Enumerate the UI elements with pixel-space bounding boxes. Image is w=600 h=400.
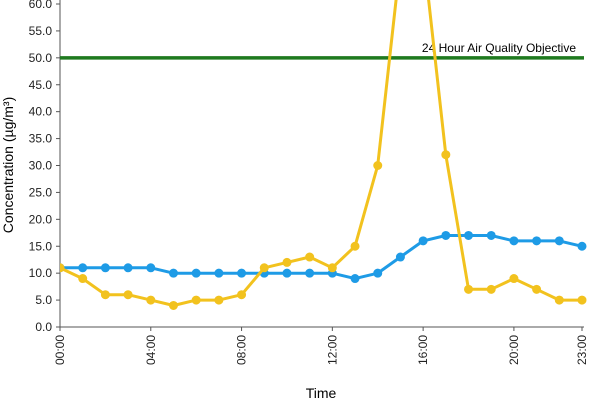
data-point <box>237 268 247 278</box>
data-point <box>100 263 110 273</box>
y-tick-label: 50.0 <box>29 51 53 65</box>
data-point <box>100 290 110 300</box>
y-tick-label: 40.0 <box>29 105 53 119</box>
data-point <box>350 241 360 251</box>
data-point <box>464 230 474 240</box>
y-tick-label: 20.0 <box>29 212 53 226</box>
data-point <box>373 161 383 170</box>
reference-line-label: 24 Hour Air Quality Objective <box>422 41 576 55</box>
x-axis-title: Time <box>306 385 337 400</box>
x-tick-label: 20:00 <box>507 335 521 365</box>
data-point <box>237 290 247 300</box>
data-point <box>214 295 224 305</box>
data-point <box>395 252 405 262</box>
series-group <box>60 0 587 310</box>
data-point <box>168 300 178 310</box>
x-tick-label: 04:00 <box>144 335 158 365</box>
series-2 <box>60 0 587 310</box>
data-point <box>282 257 292 267</box>
data-point <box>509 274 519 284</box>
data-point <box>191 268 201 278</box>
data-point <box>168 268 178 278</box>
data-point <box>282 268 292 278</box>
reference-line-group: 24 Hour Air Quality Objective <box>60 41 584 60</box>
x-tick-label: 23:00 <box>575 335 589 365</box>
y-tick-label: 25.0 <box>29 185 53 199</box>
data-point <box>214 268 224 278</box>
y-tick-label: 5.0 <box>35 293 52 307</box>
data-point <box>441 230 451 240</box>
data-point <box>146 263 156 273</box>
data-point <box>441 150 451 160</box>
data-point <box>486 230 496 240</box>
x-tick-label: 12:00 <box>325 335 339 365</box>
axes <box>59 0 584 328</box>
x-tick-label: 08:00 <box>235 335 249 365</box>
y-tick-label: 15.0 <box>29 239 53 253</box>
data-point <box>532 284 542 294</box>
data-point <box>78 263 88 273</box>
y-tick-label: 0.0 <box>35 320 52 334</box>
data-point <box>418 236 428 246</box>
x-tick-label: 00:00 <box>53 335 67 365</box>
data-point <box>78 274 88 284</box>
data-point <box>509 236 519 246</box>
data-point <box>532 236 542 246</box>
data-point <box>146 295 156 305</box>
data-point <box>554 236 564 246</box>
y-tick-label: 60.0 <box>29 0 53 11</box>
y-tick-label: 10.0 <box>29 266 53 280</box>
y-tick-label: 30.0 <box>29 159 53 173</box>
data-point <box>464 284 474 294</box>
data-point <box>327 263 337 273</box>
data-point <box>60 263 65 273</box>
y-tick-label: 35.0 <box>29 132 53 146</box>
y-tick-label: 55.0 <box>29 24 53 38</box>
x-tick-label: 16:00 <box>416 335 430 365</box>
data-point <box>554 295 564 305</box>
series-line <box>60 234 583 281</box>
data-point <box>373 268 383 278</box>
data-point <box>577 295 587 305</box>
series-1 <box>60 230 587 284</box>
data-point <box>305 252 315 262</box>
data-point <box>350 274 360 284</box>
data-point <box>123 263 133 273</box>
y-axis-title: Concentration (µg/m³) <box>0 97 16 233</box>
data-point <box>577 241 587 251</box>
data-point <box>123 290 133 300</box>
y-tick-label: 45.0 <box>29 78 53 92</box>
data-point <box>486 284 496 294</box>
x-axis-tick-labels: 00:00 04:00 08:00 12:00 16:00 20:00 23:00 <box>53 327 589 365</box>
y-axis-tick-labels: 0.0 5.0 10.0 15.0 20.0 25.0 30.0 35.0 40.0 45.0 50… <box>29 0 60 334</box>
data-point <box>259 263 269 273</box>
data-point <box>191 295 201 305</box>
data-point <box>305 268 315 278</box>
